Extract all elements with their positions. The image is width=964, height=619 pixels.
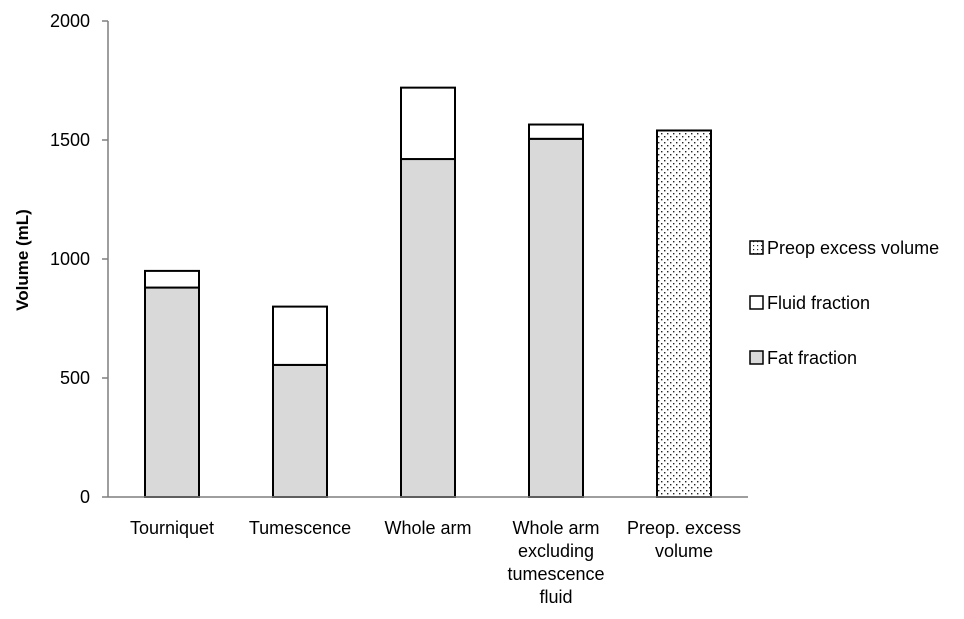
y-tick-label: 500 [60, 368, 90, 388]
axes [107, 21, 748, 498]
bar-segment-fat-fraction [400, 158, 456, 498]
bar-segment-fluid-fraction [272, 305, 328, 366]
legend-swatch [749, 240, 764, 255]
y-axis-ticks: 0 500 1000 1500 2000 [50, 11, 108, 507]
x-category-label: volume [655, 541, 713, 561]
bar-segment-preop-excess-volume [656, 129, 712, 498]
legend-swatch [749, 350, 764, 365]
legend-label: Fluid fraction [767, 293, 870, 313]
x-category-label: Whole arm [384, 518, 471, 538]
y-tick-label: 0 [80, 487, 90, 507]
x-category-label: Preop. excess [627, 518, 741, 538]
x-axis-labels: Tourniquet Tumescence Whole arm Whole arm ex… [130, 518, 741, 607]
bar-segment-fat-fraction [528, 137, 584, 498]
bar-segment-fat-fraction [272, 363, 328, 498]
legend-label: Fat fraction [767, 348, 857, 368]
bar-segment-fat-fraction [144, 286, 200, 498]
bar-segment-fluid-fraction [400, 86, 456, 161]
legend: Preop excess volume Fluid fraction Fat fra… [749, 238, 939, 368]
y-tick-label: 1500 [50, 130, 90, 150]
x-category-label: Tumescence [249, 518, 351, 538]
x-category-label: fluid [539, 587, 572, 607]
x-category-label: tumescence [507, 564, 604, 584]
bars [144, 86, 712, 498]
bar-segment-fluid-fraction [528, 123, 584, 140]
y-tick-label: 2000 [50, 11, 90, 31]
y-axis-title: Volume (mL) [13, 209, 32, 311]
x-category-label: Tourniquet [130, 518, 214, 538]
y-tick-label: 1000 [50, 249, 90, 269]
legend-label: Preop excess volume [767, 238, 939, 258]
x-category-label: excluding [518, 541, 594, 561]
x-category-label: Whole arm [512, 518, 599, 538]
bar-segment-fluid-fraction [144, 269, 200, 289]
legend-swatch [749, 295, 764, 310]
